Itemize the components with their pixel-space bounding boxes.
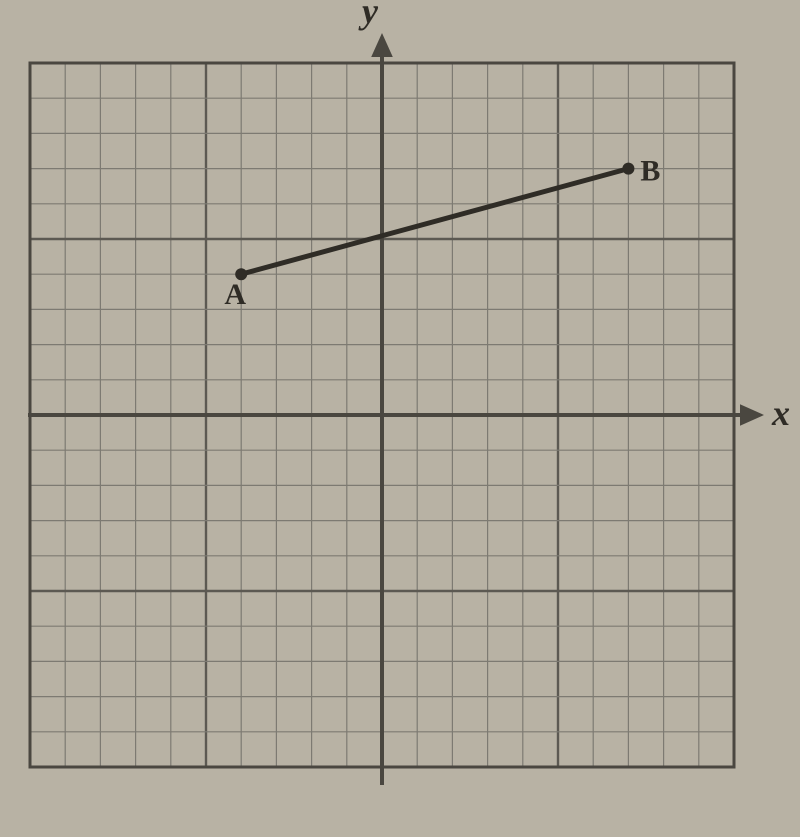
graph-svg: x y A B	[0, 0, 800, 837]
x-axis-label: x	[771, 393, 790, 433]
segment-ab	[241, 169, 628, 275]
y-axis-label: y	[358, 0, 379, 31]
arrowhead-x	[740, 404, 764, 426]
coordinate-graph: x y A B	[0, 0, 800, 837]
point-label-a: A	[224, 278, 246, 311]
point-b	[622, 163, 634, 175]
arrowhead-y	[371, 33, 393, 57]
point-label-b: B	[640, 155, 660, 188]
